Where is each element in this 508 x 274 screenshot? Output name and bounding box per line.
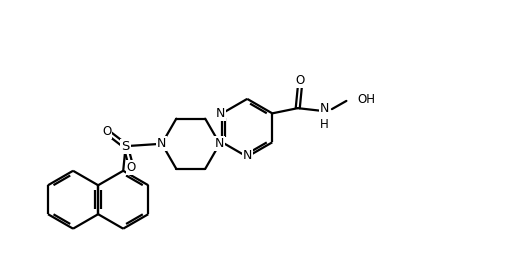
Text: N: N bbox=[216, 107, 226, 120]
Text: O: O bbox=[296, 74, 305, 87]
Text: N: N bbox=[215, 137, 225, 150]
Text: H: H bbox=[320, 118, 329, 131]
Text: N: N bbox=[320, 102, 329, 115]
Text: OH: OH bbox=[357, 93, 375, 106]
Text: N: N bbox=[242, 149, 252, 162]
Text: N: N bbox=[157, 137, 167, 150]
Text: O: O bbox=[127, 161, 136, 174]
Text: O: O bbox=[102, 125, 111, 138]
Text: S: S bbox=[121, 140, 130, 153]
